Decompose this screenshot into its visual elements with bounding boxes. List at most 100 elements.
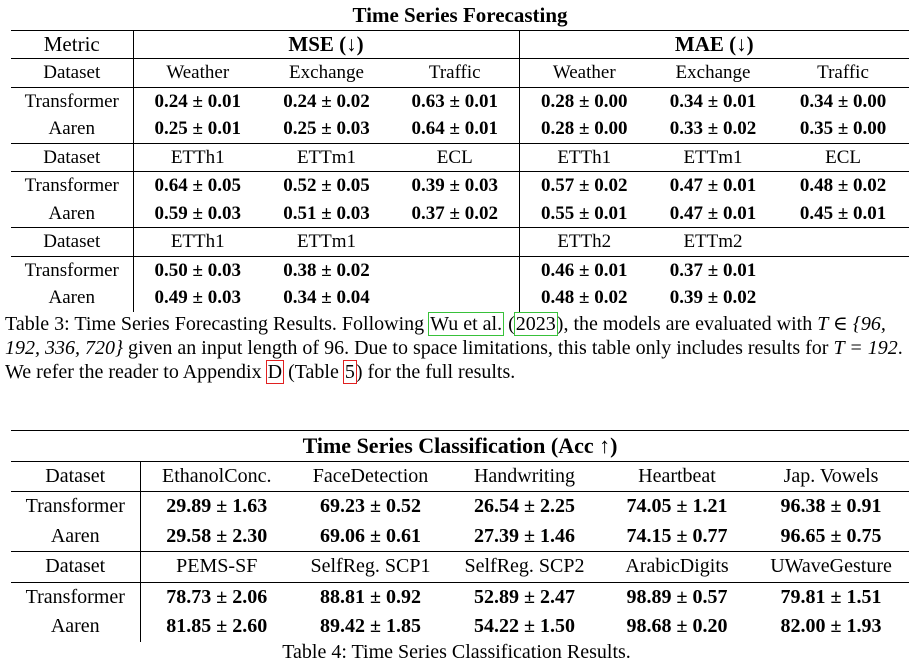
mse-value: 0.25 ± 0.03 <box>283 118 370 139</box>
classification-table: Time Series Classification (Acc ↑) Datas… <box>11 430 910 642</box>
model-name: Transformer <box>11 491 141 522</box>
mse-dataset-name: ETTh1 <box>133 142 262 172</box>
citation-link-year[interactable]: 2023 <box>513 312 558 336</box>
dataset-name: FaceDetection <box>293 460 448 492</box>
accuracy-value: 98.89 ± 0.57 <box>601 581 753 612</box>
dataset-header-row: Dataset PEMS-SF SelfReg. SCP1 SelfReg. SCP2… <box>11 551 910 582</box>
mae-value: 0.45 ± 0.01 <box>799 202 887 224</box>
model-name: Transformer <box>11 86 134 115</box>
mae-value: 0.47 ± 0.01 <box>649 171 777 200</box>
table-row: Aaren 81.85 ± 2.60 89.42 ± 1.85 54.22 ± 1.5… <box>11 612 909 642</box>
accuracy-value: 96.65 ± 0.75 <box>780 524 882 547</box>
accuracy-value: 88.81 ± 0.92 <box>293 581 448 612</box>
mae-value: 0.48 ± 0.02 <box>777 171 910 200</box>
table-row: Aaren 29.58 ± 2.30 69.06 ± 0.61 27.39 ± 1.4… <box>11 521 909 552</box>
table-row: Transformer 0.64 ± 0.05 0.52 ± 0.05 0.39 ± … <box>11 171 910 200</box>
mae-value: 0.37 ± 0.01 <box>649 255 777 284</box>
table-row: Transformer 78.73 ± 2.06 88.81 ± 0.92 52.89… <box>11 581 910 612</box>
mae-value: 0.39 ± 0.02 <box>669 287 757 308</box>
mse-dataset-name: Weather <box>133 58 262 87</box>
mse-value: 0.38 ± 0.02 <box>262 255 391 284</box>
table3-caption: Table 3: Time Series Forecasting Results… <box>5 312 910 384</box>
table4-caption: Table 4: Time Series Classification Resu… <box>282 641 631 663</box>
mse-header: MSE (↓) <box>133 29 519 59</box>
accuracy-value: 52.89 ± 2.47 <box>448 581 601 612</box>
model-name: Aaren <box>11 521 141 552</box>
accuracy-value: 74.05 ± 1.21 <box>601 491 753 522</box>
accuracy-value: 96.38 ± 0.91 <box>753 491 910 522</box>
caption-math-horizons: T ∈ {96, 192, 336, 720} <box>5 313 886 359</box>
mae-value: 0.34 ± 0.00 <box>777 86 910 115</box>
dataset-label: Dataset <box>11 58 134 87</box>
model-name: Transformer <box>11 255 134 284</box>
mse-value: 0.52 ± 0.05 <box>262 171 391 200</box>
dataset-name: SelfReg. SCP1 <box>293 551 448 582</box>
accuracy-value: 82.00 ± 1.93 <box>780 615 882 637</box>
mae-value: 0.47 ± 0.01 <box>669 202 757 224</box>
dataset-header-row: Dataset ETTh1 ETTm1 ETTh2 ETTm2 <box>11 227 910 256</box>
model-name: Aaren <box>11 115 134 143</box>
mse-value: 0.51 ± 0.03 <box>283 202 370 224</box>
dataset-label: Dataset <box>11 142 134 172</box>
accuracy-value: 98.68 ± 0.20 <box>626 615 728 637</box>
caption-text: (Table <box>283 361 344 383</box>
caption-text: ) for the full results. <box>355 361 516 383</box>
table-row: Transformer 0.24 ± 0.01 0.24 ± 0.02 0.63 ± … <box>11 86 910 115</box>
accuracy-value: 81.85 ± 2.60 <box>166 615 268 637</box>
mse-value: 0.49 ± 0.03 <box>154 287 241 308</box>
accuracy-value: 27.39 ± 1.46 <box>474 524 575 547</box>
mae-value: 0.48 ± 0.02 <box>518 284 649 312</box>
mae-dataset-name: ETTm2 <box>649 227 777 256</box>
dataset-name: PEMS-SF <box>140 551 293 582</box>
citation-link-author[interactable]: Wu et al. <box>428 312 505 336</box>
accuracy-value: 26.54 ± 2.25 <box>448 491 601 522</box>
mse-dataset-name: ETTm1 <box>262 142 391 172</box>
caption-text: ), the models are evaluated with <box>556 313 818 335</box>
mae-value: 0.34 ± 0.01 <box>649 86 777 115</box>
accuracy-value: 78.73 ± 2.06 <box>140 581 293 612</box>
table-row: Transformer 29.89 ± 1.63 69.23 ± 0.52 26.54… <box>11 491 910 522</box>
mae-value: 0.28 ± 0.00 <box>518 115 649 143</box>
metric-header: Metric <box>11 29 134 59</box>
mae-dataset-name: ETTh2 <box>518 227 649 256</box>
accuracy-value: 79.81 ± 1.51 <box>753 581 910 612</box>
mae-dataset-name: Weather <box>518 58 649 87</box>
forecasting-table-title: Time Series Forecasting <box>352 3 568 27</box>
caption-text: ( <box>503 313 515 335</box>
mae-value <box>777 255 910 284</box>
forecasting-table: Time Series Forecasting Metric MSE (↓) M… <box>11 2 910 312</box>
dataset-label: Dataset <box>11 551 141 582</box>
caption-text: . We refer the reader to Appendix <box>5 337 903 383</box>
mse-value <box>391 284 519 312</box>
model-name: Aaren <box>11 199 134 228</box>
mse-value: 0.25 ± 0.01 <box>154 118 241 139</box>
mse-value <box>391 255 519 284</box>
table-row: Transformer 0.50 ± 0.03 0.38 ± 0.02 0.46 ± … <box>11 255 910 284</box>
mae-value: 0.28 ± 0.00 <box>518 86 649 115</box>
accuracy-value: 54.22 ± 1.50 <box>474 615 575 637</box>
mae-dataset-name <box>777 227 910 256</box>
caption-math-t: T = 192 <box>833 337 898 359</box>
caption-text: given an input length of 96. Due to spac… <box>123 337 834 359</box>
dataset-header-row: Dataset ETTh1 ETTm1 ECL ETTh1 ETTm1 ECL <box>11 142 910 172</box>
mse-value: 0.24 ± 0.01 <box>133 86 262 115</box>
table5-link[interactable]: 5 <box>342 360 357 384</box>
mae-value: 0.33 ± 0.02 <box>669 118 757 139</box>
mae-dataset-name: ECL <box>777 142 910 172</box>
mse-value: 0.63 ± 0.01 <box>391 86 519 115</box>
mse-value: 0.24 ± 0.02 <box>262 86 391 115</box>
dataset-header-row: Dataset EthanolConc. FaceDetection Handwrit… <box>11 460 910 492</box>
dataset-label: Dataset <box>11 460 141 492</box>
accuracy-value: 69.06 ± 0.61 <box>320 524 421 547</box>
table-row: Aaren 0.49 ± 0.03 0.34 ± 0.04 0.48 ± 0.02 0.… <box>11 284 909 312</box>
mae-value: 0.46 ± 0.01 <box>518 255 649 284</box>
mse-value: 0.37 ± 0.02 <box>411 202 498 224</box>
mse-dataset-name: Exchange <box>262 58 391 87</box>
mse-dataset-name: ETTm1 <box>262 227 391 256</box>
model-name: Transformer <box>11 171 134 200</box>
dataset-header-row: Dataset Weather Exchange Traffic Weather Exch… <box>11 58 910 87</box>
mse-value: 0.34 ± 0.04 <box>283 287 370 308</box>
appendix-link[interactable]: D <box>265 360 285 384</box>
mse-dataset-name <box>391 227 519 256</box>
accuracy-value: 29.89 ± 1.63 <box>140 491 293 522</box>
